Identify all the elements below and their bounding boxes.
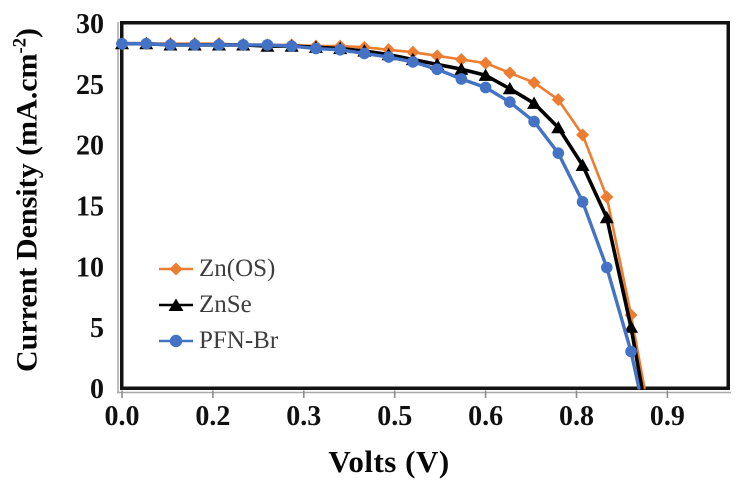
series-pfn-br-marker (479, 81, 492, 94)
series-pfn-br-marker (552, 147, 565, 159)
x-tick-label: 0.6 (468, 401, 503, 432)
series-zn-os-marker (479, 56, 493, 70)
series-pfn-br-marker (431, 63, 443, 76)
legend-item-pfn-br: PFN-Br (158, 323, 278, 359)
legend-item-znse: ZnSe (158, 287, 278, 323)
series-znse-marker (551, 120, 566, 134)
y-axis-title: Current Density (mA.cm-2) (10, 28, 45, 372)
series-zn-os-marker (576, 128, 590, 142)
legend-label-pfn-br: PFN-Br (199, 327, 279, 354)
legend-item-zn-os: Zn(OS) (158, 251, 278, 287)
y-tick-label: 30 (76, 9, 104, 40)
triangle-marker-icon (159, 298, 193, 311)
series-zn-os-marker (406, 45, 420, 59)
series-znse-marker (502, 81, 517, 95)
series-zn-os-marker (454, 53, 468, 66)
series-pfn-br-marker (188, 39, 201, 51)
y-tick-label: 20 (76, 131, 104, 162)
x-tick-label: 0.9 (650, 401, 685, 432)
series-pfn-br-marker (382, 51, 395, 63)
series-pfn-br-marker (237, 39, 249, 51)
series-znse-marker (575, 158, 590, 171)
legend-label-zn-os: Zn(OS) (199, 255, 276, 282)
series-pfn-br-marker (164, 39, 177, 51)
series-zn-os-marker (600, 190, 614, 204)
x-axis-title: Volts (V) (328, 444, 450, 479)
series-pfn-br-marker (576, 196, 589, 208)
x-tick-label: 0.0 (105, 401, 140, 432)
series-pfn-br-marker (625, 345, 637, 358)
series-pfn-br-marker (358, 47, 371, 60)
legend: Zn(OS) ZnSe PFN-Br (158, 251, 278, 359)
series-zn-os-marker (551, 93, 565, 107)
series-pfn-br-marker (213, 39, 225, 51)
x-tick-label: 0.5 (377, 401, 412, 432)
series-pfn-br-marker (116, 37, 128, 50)
y-axis-title-superscript: -2 (9, 37, 31, 54)
legend-label-znse: ZnSe (199, 291, 252, 318)
series-pfn-br-marker (140, 37, 153, 50)
circle-marker-icon (159, 334, 193, 348)
series-pfn-br-marker (334, 43, 346, 56)
diamond-marker-icon (159, 262, 193, 276)
y-tick-label: 5 (90, 313, 104, 344)
series-znse-marker (599, 210, 614, 224)
y-tick-label: 0 (90, 374, 104, 405)
series-znse-marker (527, 96, 542, 109)
plot-border (120, 21, 730, 390)
y-tick-label: 25 (76, 70, 104, 101)
series-zn-os-marker (527, 76, 541, 90)
series-pfn-br-marker (285, 40, 298, 52)
series-znse-marker (454, 62, 469, 75)
series-zn-os-marker (430, 49, 444, 63)
y-tick-label: 15 (76, 192, 104, 223)
series-pfn-br-marker (528, 115, 540, 128)
series-pfn-br-marker (310, 42, 322, 55)
series-pfn-br-marker (407, 56, 419, 68)
series-pfn-br-marker (455, 73, 468, 85)
series-pfn-br-marker (261, 39, 274, 51)
series-znse-marker (624, 320, 639, 333)
series-pfn-br-marker (601, 261, 613, 274)
x-tick-label: 0.8 (559, 401, 594, 432)
x-tick-label: 0.2 (195, 401, 230, 432)
y-axis-title-main: Current Density (mA.cm (10, 53, 44, 373)
series-znse-marker (478, 68, 493, 81)
y-tick-label: 10 (76, 252, 104, 283)
y-axis-title-close: ) (10, 27, 44, 38)
series-pfn-br-marker (504, 96, 516, 108)
x-tick-label: 0.3 (286, 401, 321, 432)
series-zn-os-marker (503, 66, 517, 80)
